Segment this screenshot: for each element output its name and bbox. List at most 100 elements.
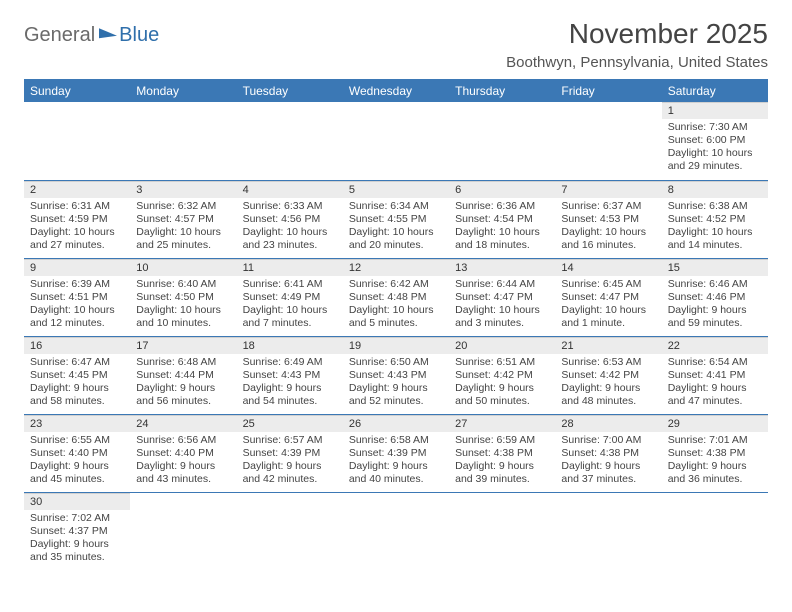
sunset-text: Sunset: 4:54 PM — [455, 213, 549, 226]
sunset-text: Sunset: 4:40 PM — [136, 447, 230, 460]
weekday-header: Wednesday — [343, 80, 449, 103]
day-number: 28 — [555, 415, 661, 432]
day-details: Sunrise: 7:30 AMSunset: 6:00 PMDaylight:… — [662, 119, 768, 176]
day-number: 6 — [449, 181, 555, 198]
calendar-cell: .. — [343, 102, 449, 180]
calendar-cell: 25Sunrise: 6:57 AMSunset: 4:39 PMDayligh… — [237, 414, 343, 492]
sunset-text: Sunset: 4:45 PM — [30, 369, 124, 382]
daylight-text: Daylight: 9 hours and 36 minutes. — [668, 460, 762, 486]
day-number: 11 — [237, 259, 343, 276]
sunset-text: Sunset: 4:51 PM — [30, 291, 124, 304]
day-number: 8 — [662, 181, 768, 198]
sunset-text: Sunset: 4:49 PM — [243, 291, 337, 304]
day-details: Sunrise: 6:41 AMSunset: 4:49 PMDaylight:… — [237, 276, 343, 333]
title-block: November 2025 Boothwyn, Pennsylvania, Un… — [506, 18, 768, 71]
calendar-cell: .. — [449, 102, 555, 180]
weekday-header: Monday — [130, 80, 236, 103]
calendar-cell: 14Sunrise: 6:45 AMSunset: 4:47 PMDayligh… — [555, 258, 661, 336]
calendar-row: 16Sunrise: 6:47 AMSunset: 4:45 PMDayligh… — [24, 336, 768, 414]
sunset-text: Sunset: 4:40 PM — [30, 447, 124, 460]
day-details: Sunrise: 7:02 AMSunset: 4:37 PMDaylight:… — [24, 510, 130, 567]
daylight-text: Daylight: 10 hours and 10 minutes. — [136, 304, 230, 330]
sunset-text: Sunset: 4:52 PM — [668, 213, 762, 226]
daylight-text: Daylight: 9 hours and 50 minutes. — [455, 382, 549, 408]
calendar-row: 9Sunrise: 6:39 AMSunset: 4:51 PMDaylight… — [24, 258, 768, 336]
day-details: Sunrise: 6:50 AMSunset: 4:43 PMDaylight:… — [343, 354, 449, 411]
sunset-text: Sunset: 4:43 PM — [243, 369, 337, 382]
day-details: Sunrise: 6:32 AMSunset: 4:57 PMDaylight:… — [130, 198, 236, 255]
sunrise-text: Sunrise: 6:40 AM — [136, 278, 230, 291]
day-details: Sunrise: 6:36 AMSunset: 4:54 PMDaylight:… — [449, 198, 555, 255]
day-number: 20 — [449, 337, 555, 354]
daylight-text: Daylight: 10 hours and 23 minutes. — [243, 226, 337, 252]
day-details: Sunrise: 6:37 AMSunset: 4:53 PMDaylight:… — [555, 198, 661, 255]
calendar-cell: 15Sunrise: 6:46 AMSunset: 4:46 PMDayligh… — [662, 258, 768, 336]
daylight-text: Daylight: 9 hours and 35 minutes. — [30, 538, 124, 564]
day-number: 29 — [662, 415, 768, 432]
calendar-cell: 23Sunrise: 6:55 AMSunset: 4:40 PMDayligh… — [24, 414, 130, 492]
calendar-cell: 2Sunrise: 6:31 AMSunset: 4:59 PMDaylight… — [24, 180, 130, 258]
calendar-cell: .. — [449, 492, 555, 570]
weekday-header-row: Sunday Monday Tuesday Wednesday Thursday… — [24, 80, 768, 103]
daylight-text: Daylight: 9 hours and 43 minutes. — [136, 460, 230, 486]
day-number: 2 — [24, 181, 130, 198]
sunrise-text: Sunrise: 7:02 AM — [30, 512, 124, 525]
sunset-text: Sunset: 4:38 PM — [455, 447, 549, 460]
calendar-cell: 19Sunrise: 6:50 AMSunset: 4:43 PMDayligh… — [343, 336, 449, 414]
calendar-cell: 6Sunrise: 6:36 AMSunset: 4:54 PMDaylight… — [449, 180, 555, 258]
sunrise-text: Sunrise: 6:38 AM — [668, 200, 762, 213]
day-number: 27 — [449, 415, 555, 432]
daylight-text: Daylight: 9 hours and 54 minutes. — [243, 382, 337, 408]
weekday-header: Thursday — [449, 80, 555, 103]
sunset-text: Sunset: 4:46 PM — [668, 291, 762, 304]
day-details: Sunrise: 6:59 AMSunset: 4:38 PMDaylight:… — [449, 432, 555, 489]
sunrise-text: Sunrise: 6:48 AM — [136, 356, 230, 369]
day-details: Sunrise: 6:56 AMSunset: 4:40 PMDaylight:… — [130, 432, 236, 489]
daylight-text: Daylight: 10 hours and 29 minutes. — [668, 147, 762, 173]
day-number: 1 — [662, 102, 768, 119]
calendar-cell: 18Sunrise: 6:49 AMSunset: 4:43 PMDayligh… — [237, 336, 343, 414]
day-details: Sunrise: 7:00 AMSunset: 4:38 PMDaylight:… — [555, 432, 661, 489]
brand-text-2: Blue — [119, 24, 159, 47]
daylight-text: Daylight: 9 hours and 39 minutes. — [455, 460, 549, 486]
sunrise-text: Sunrise: 6:33 AM — [243, 200, 337, 213]
daylight-text: Daylight: 10 hours and 3 minutes. — [455, 304, 549, 330]
sunset-text: Sunset: 4:41 PM — [668, 369, 762, 382]
calendar-cell: 10Sunrise: 6:40 AMSunset: 4:50 PMDayligh… — [130, 258, 236, 336]
daylight-text: Daylight: 10 hours and 16 minutes. — [561, 226, 655, 252]
sunrise-text: Sunrise: 6:39 AM — [30, 278, 124, 291]
sunset-text: Sunset: 4:42 PM — [455, 369, 549, 382]
daylight-text: Daylight: 10 hours and 18 minutes. — [455, 226, 549, 252]
sunrise-text: Sunrise: 7:01 AM — [668, 434, 762, 447]
day-details: Sunrise: 6:49 AMSunset: 4:43 PMDaylight:… — [237, 354, 343, 411]
day-number: 14 — [555, 259, 661, 276]
day-details: Sunrise: 6:46 AMSunset: 4:46 PMDaylight:… — [662, 276, 768, 333]
calendar-cell: .. — [130, 492, 236, 570]
calendar-cell: 13Sunrise: 6:44 AMSunset: 4:47 PMDayligh… — [449, 258, 555, 336]
title-month: November 2025 — [506, 18, 768, 50]
day-number: 23 — [24, 415, 130, 432]
weekday-header: Tuesday — [237, 80, 343, 103]
calendar-cell: 7Sunrise: 6:37 AMSunset: 4:53 PMDaylight… — [555, 180, 661, 258]
calendar-cell: 1Sunrise: 7:30 AMSunset: 6:00 PMDaylight… — [662, 102, 768, 180]
sunset-text: Sunset: 4:57 PM — [136, 213, 230, 226]
title-location: Boothwyn, Pennsylvania, United States — [506, 54, 768, 71]
calendar-cell: 24Sunrise: 6:56 AMSunset: 4:40 PMDayligh… — [130, 414, 236, 492]
calendar-cell: 28Sunrise: 7:00 AMSunset: 4:38 PMDayligh… — [555, 414, 661, 492]
sunrise-text: Sunrise: 6:46 AM — [668, 278, 762, 291]
sunrise-text: Sunrise: 6:55 AM — [30, 434, 124, 447]
calendar-cell: 12Sunrise: 6:42 AMSunset: 4:48 PMDayligh… — [343, 258, 449, 336]
calendar-cell: 20Sunrise: 6:51 AMSunset: 4:42 PMDayligh… — [449, 336, 555, 414]
calendar-row: 23Sunrise: 6:55 AMSunset: 4:40 PMDayligh… — [24, 414, 768, 492]
daylight-text: Daylight: 10 hours and 1 minute. — [561, 304, 655, 330]
calendar-cell: 3Sunrise: 6:32 AMSunset: 4:57 PMDaylight… — [130, 180, 236, 258]
sunrise-text: Sunrise: 6:44 AM — [455, 278, 549, 291]
daylight-text: Daylight: 9 hours and 58 minutes. — [30, 382, 124, 408]
sunrise-text: Sunrise: 6:34 AM — [349, 200, 443, 213]
sunrise-text: Sunrise: 7:30 AM — [668, 121, 762, 134]
day-details: Sunrise: 6:54 AMSunset: 4:41 PMDaylight:… — [662, 354, 768, 411]
sunrise-text: Sunrise: 6:59 AM — [455, 434, 549, 447]
sunrise-text: Sunrise: 6:49 AM — [243, 356, 337, 369]
daylight-text: Daylight: 9 hours and 40 minutes. — [349, 460, 443, 486]
daylight-text: Daylight: 10 hours and 14 minutes. — [668, 226, 762, 252]
